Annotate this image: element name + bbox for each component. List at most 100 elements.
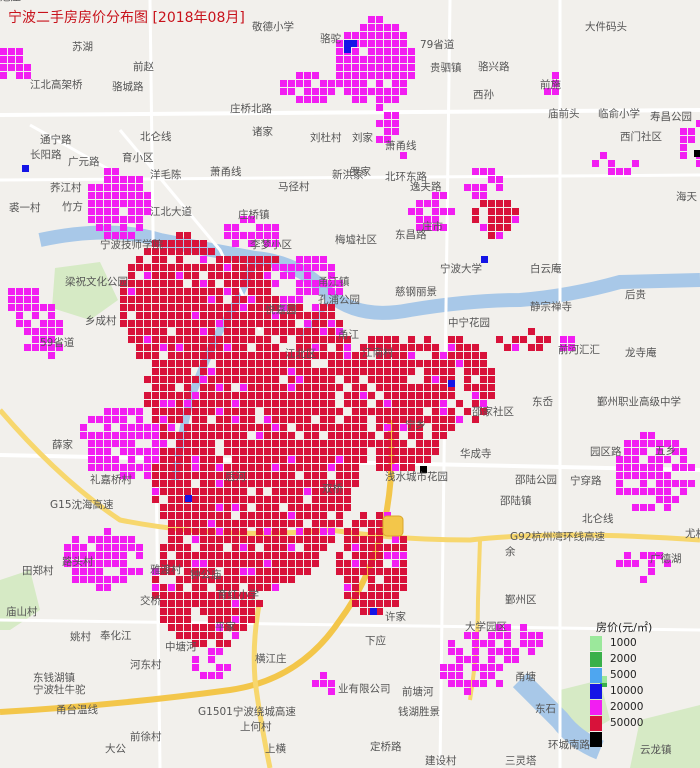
- price-cell: [304, 288, 311, 295]
- price-cell: [216, 384, 223, 391]
- price-cell: [368, 376, 375, 383]
- price-cell: [280, 472, 287, 479]
- price-cell: [344, 440, 351, 447]
- price-cell: [128, 472, 135, 479]
- price-cell: [368, 528, 375, 535]
- place-label: 东石: [535, 702, 556, 715]
- price-cell: [504, 216, 511, 223]
- price-cell: [200, 376, 207, 383]
- price-cell: [360, 24, 367, 31]
- price-cell: [168, 536, 175, 543]
- price-cell: [360, 512, 367, 519]
- price-cell: [376, 464, 383, 471]
- price-cell: [376, 400, 383, 407]
- price-cell: [224, 376, 231, 383]
- price-cell: [368, 360, 375, 367]
- price-cell: [136, 288, 143, 295]
- price-cell: [328, 352, 335, 359]
- price-cell: [320, 536, 327, 543]
- price-cell: [648, 560, 655, 567]
- price-cell: [336, 288, 343, 295]
- price-cell: [160, 592, 167, 599]
- price-cell: [408, 408, 415, 415]
- price-cell: [232, 568, 239, 575]
- price-cell: [384, 400, 391, 407]
- price-cell: [248, 320, 255, 327]
- price-cell: [40, 320, 47, 327]
- price-cell: [408, 352, 415, 359]
- price-cell: [656, 496, 663, 503]
- price-cell: [464, 384, 471, 391]
- price-cell: [320, 408, 327, 415]
- price-cell: [424, 416, 431, 423]
- price-cell: [152, 304, 159, 311]
- price-cell: [224, 584, 231, 591]
- price-cell: [376, 560, 383, 567]
- price-cell: [256, 256, 263, 263]
- price-cell: [264, 288, 271, 295]
- price-cell: [184, 520, 191, 527]
- price-cell: [120, 232, 127, 239]
- price-cell: [240, 408, 247, 415]
- price-cell: [160, 504, 167, 511]
- price-cell: [360, 400, 367, 407]
- price-cell: [136, 432, 143, 439]
- price-cell: [208, 352, 215, 359]
- price-cell: [240, 600, 247, 607]
- place-label: 罗家: [350, 165, 371, 178]
- price-cell: [104, 584, 111, 591]
- price-cell: [232, 592, 239, 599]
- price-cell: [424, 336, 431, 343]
- price-cell: [248, 376, 255, 383]
- place-label: 田郑村: [22, 564, 54, 577]
- price-cell: [392, 72, 399, 79]
- price-cell: [480, 168, 487, 175]
- price-cell: [264, 320, 271, 327]
- price-cell: [520, 640, 527, 647]
- place-label: 浅水城市花园: [385, 470, 448, 483]
- price-cell: [464, 368, 471, 375]
- price-cell: [352, 472, 359, 479]
- price-cell: [376, 16, 383, 23]
- place-label: 江南村: [362, 346, 394, 359]
- price-cell: [640, 472, 647, 479]
- price-cell: [128, 216, 135, 223]
- price-cell: [504, 640, 511, 647]
- price-cell: [360, 32, 367, 39]
- price-cell: [312, 88, 319, 95]
- price-cell: [128, 464, 135, 471]
- price-cell: [384, 360, 391, 367]
- price-cell: [136, 280, 143, 287]
- price-cell: [96, 544, 103, 551]
- price-cell: [144, 376, 151, 383]
- price-cell: [224, 304, 231, 311]
- price-cell: [360, 608, 367, 615]
- price-cell: [664, 456, 671, 463]
- price-cell: [232, 456, 239, 463]
- price-cell: [248, 216, 255, 223]
- price-cell: [296, 504, 303, 511]
- price-cell: [288, 408, 295, 415]
- place-label: 贵驷镇: [430, 61, 462, 74]
- price-cell: [88, 552, 95, 559]
- price-cell: [400, 352, 407, 359]
- price-cell: [232, 584, 239, 591]
- price-cell: [408, 464, 415, 471]
- price-cell: [216, 616, 223, 623]
- price-cell: [420, 466, 427, 473]
- price-cell: [224, 312, 231, 319]
- price-cell: [176, 528, 183, 535]
- price-cell: [328, 80, 335, 87]
- place-label: 交桥: [140, 594, 161, 607]
- price-cell: [248, 536, 255, 543]
- price-cell: [400, 416, 407, 423]
- place-label: 平家: [215, 620, 236, 633]
- price-cell: [464, 680, 471, 687]
- price-cell: [8, 64, 15, 71]
- price-cell: [632, 160, 639, 167]
- price-cell: [192, 400, 199, 407]
- price-cell: [256, 288, 263, 295]
- price-cell: [272, 360, 279, 367]
- price-cell: [528, 648, 535, 655]
